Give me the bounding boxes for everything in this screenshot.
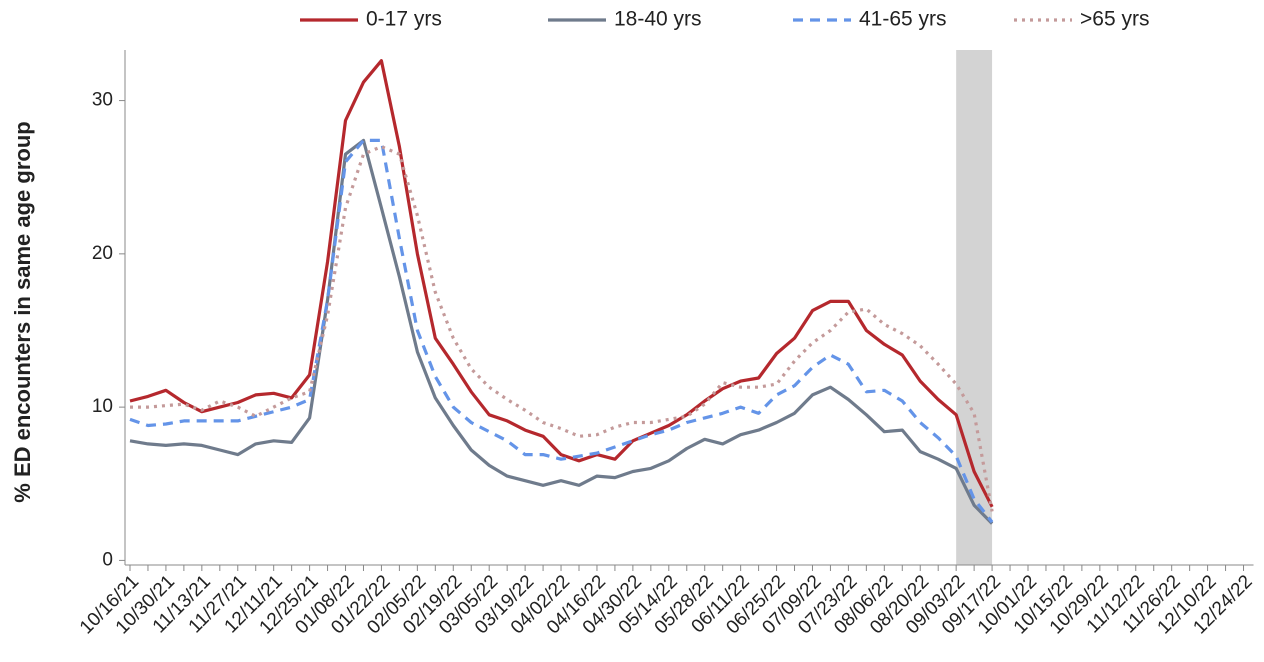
legend-item: 18-40 yrs xyxy=(548,8,702,31)
y-tick-label: 10 xyxy=(92,396,113,417)
legend-label: 41-65 yrs xyxy=(859,8,947,31)
legend-label: 18-40 yrs xyxy=(614,8,702,31)
legend-item: >65 yrs xyxy=(1014,8,1149,31)
series-line xyxy=(129,138,994,524)
y-tick-label: 0 xyxy=(102,549,113,570)
legend-item: 0-17 yrs xyxy=(300,8,442,31)
legend-item: 41-65 yrs xyxy=(793,8,947,31)
series-line xyxy=(130,145,994,512)
legend-label: >65 yrs xyxy=(1080,8,1149,31)
legend-label: 0-17 yrs xyxy=(366,8,442,31)
y-tick-label: 20 xyxy=(92,243,113,264)
y-axis-title: % ED encounters in same age group xyxy=(10,121,35,502)
y-tick-label: 30 xyxy=(92,90,113,111)
series-line xyxy=(129,138,994,525)
series-line xyxy=(129,59,994,508)
